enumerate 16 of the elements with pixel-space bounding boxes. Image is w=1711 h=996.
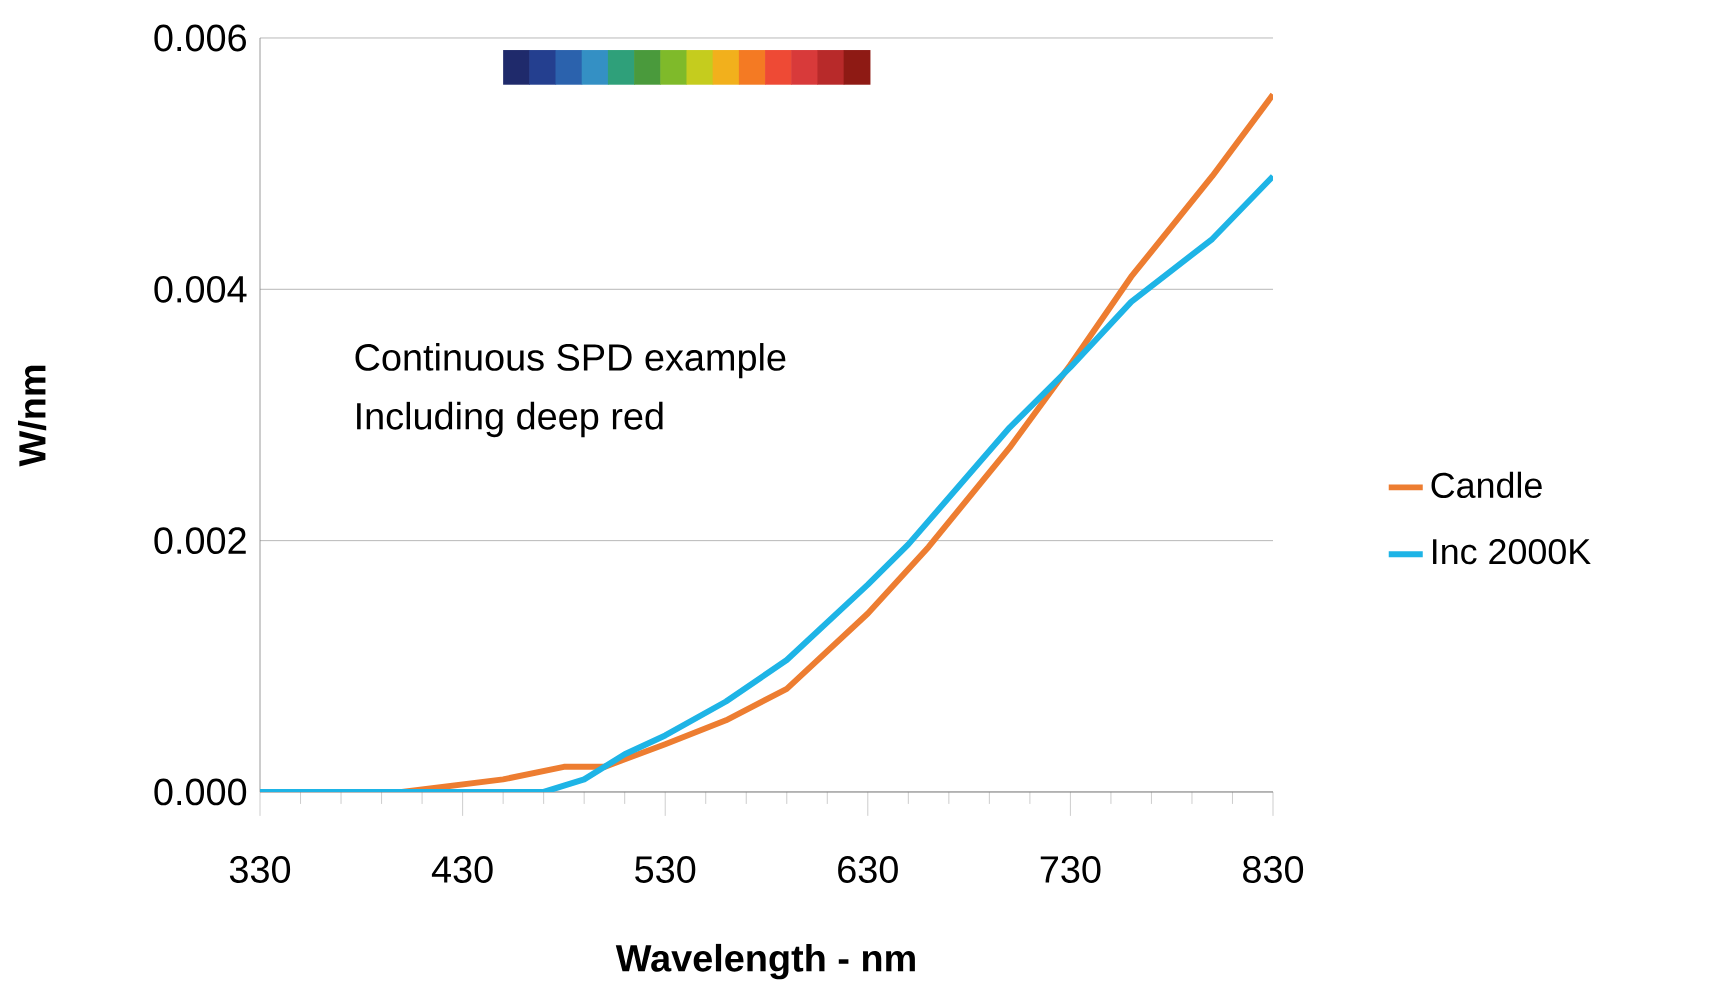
y-tick-label: 0.000 [154, 778, 247, 806]
legend-label: Inc 2000K [1433, 538, 1591, 565]
legend-label: Candle [1431, 471, 1542, 499]
x-tick-label: 630 [838, 856, 898, 883]
x-tick-label: 830 [1243, 856, 1304, 883]
x-tick-label: 530 [635, 856, 696, 883]
annotation: Including deep red [357, 401, 663, 438]
x-tick-label: 330 [229, 856, 291, 883]
y-axis-title: W/nm [17, 365, 47, 467]
x-axis-title: Wavelength - nm [615, 943, 915, 980]
x-tick-label: 730 [1040, 856, 1101, 883]
y-tick-label: 0.004 [154, 275, 247, 303]
x-tick-label: 430 [431, 856, 493, 883]
y-tick-label: 0.002 [154, 527, 246, 555]
annotation: Continuous SPD example [355, 343, 786, 379]
y-tick-label: 0.006 [154, 24, 246, 52]
